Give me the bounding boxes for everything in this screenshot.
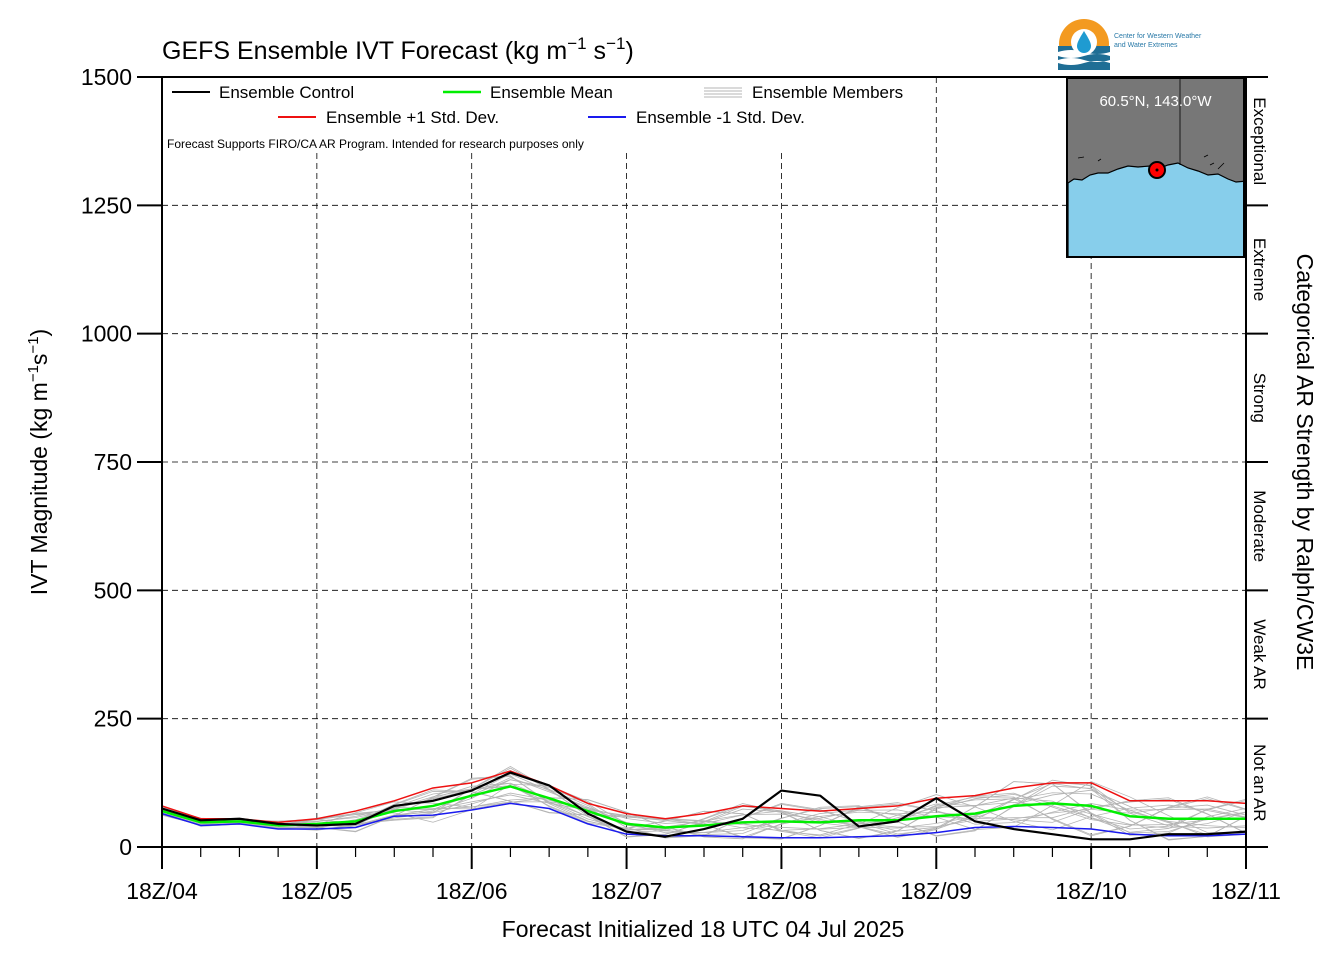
series-line-ensemble-1-std-dev- <box>161 770 1247 824</box>
grid-lines <box>162 77 1246 847</box>
series-lines <box>161 770 1247 841</box>
chart-title: GEFS Ensemble IVT Forecast (kg m−1 s−1) <box>162 34 634 65</box>
legend-label-plus-std: Ensemble +1 Std. Dev. <box>326 108 499 127</box>
x-tick-label: 18Z/07 <box>591 878 663 904</box>
legend-label-control: Ensemble Control <box>219 83 354 102</box>
inset-location-label: 60.5°N, 143.0°W <box>1099 93 1212 110</box>
y-tick-label: 750 <box>94 449 132 475</box>
y-tick-label: 1000 <box>81 321 132 347</box>
series-line-ensemble-mean <box>161 785 1246 829</box>
x-tick-label: 18Z/10 <box>1055 878 1127 904</box>
cw3e-logo-text: Center for Western Weather and Water Ext… <box>1114 32 1201 50</box>
chart-title-main: GEFS Ensemble IVT Forecast (kg m <box>162 37 567 65</box>
ensemble-member-line <box>161 782 1247 839</box>
ensemble-member-line <box>161 786 1247 840</box>
logo-line-2: and Water Extremes <box>1114 42 1178 49</box>
chart-title-end: ) <box>625 37 633 65</box>
x-tick-label: 18Z/09 <box>900 878 972 904</box>
legend-label-minus-std: Ensemble -1 Std. Dev. <box>636 108 805 127</box>
x-tick-label: 18Z/08 <box>746 878 818 904</box>
y-axis-label-sup1: −1 <box>25 365 42 382</box>
location-inset-map: 60.5°N, 143.0°W <box>1066 77 1245 258</box>
y-axis-label: IVT Magnitude (kg m−1s−1) <box>25 329 52 595</box>
y-tick-label: 0 <box>119 834 132 860</box>
legend-label-members: Ensemble Members <box>752 83 903 102</box>
x-axis-label: Forecast Initialized 18 UTC 04 Jul 2025 <box>502 916 905 942</box>
ar-category-label: Weak AR <box>1250 619 1269 690</box>
y-axis-label-main: IVT Magnitude (kg m <box>26 382 52 595</box>
logo-line-1: Center for Western Weather <box>1114 33 1202 40</box>
axes <box>137 76 1268 869</box>
ar-category-label: Exceptional <box>1250 97 1269 185</box>
ar-category-label: Not an AR <box>1250 744 1269 822</box>
ar-category-label: Extreme <box>1250 238 1269 301</box>
x-tick-label: 18Z/11 <box>1211 878 1281 904</box>
ensemble-member-line <box>161 797 1247 840</box>
legend-label-mean: Ensemble Mean <box>490 83 613 102</box>
chart-title-mid: s <box>587 37 606 65</box>
tick-labels: 0 250 500 750 1000 1250 1500 18Z/04 18Z/05 18Z/06… <box>81 64 1281 904</box>
cw3e-logo: Center for Western Weather and Water Ext… <box>1058 18 1248 74</box>
ar-category-label: Moderate <box>1250 490 1269 562</box>
ensemble-member-line <box>161 794 1247 836</box>
y-axis-label-sup2: −1 <box>25 336 42 353</box>
disclaimer-note: Forecast Supports FIRO/CA AR Program. In… <box>167 137 584 151</box>
y-tick-label: 1500 <box>81 64 132 90</box>
y-axis-label-end: ) <box>26 329 52 337</box>
x-tick-label: 18Z/04 <box>126 878 198 904</box>
y-tick-label: 500 <box>94 577 132 603</box>
cw3e-logo-icon <box>1058 19 1110 70</box>
y-tick-label: 1250 <box>81 192 132 218</box>
legend: Ensemble Control Ensemble Mean Ensemble … <box>172 83 903 127</box>
ar-category-label: Strong <box>1250 373 1269 423</box>
legend-swatch-members <box>704 87 742 98</box>
chart-title-sup1: −1 <box>567 34 586 53</box>
x-tick-label: 18Z/06 <box>436 878 508 904</box>
chart-title-sup2: −1 <box>606 34 625 53</box>
x-tick-label: 18Z/05 <box>281 878 353 904</box>
series-line-ensemble-control <box>161 771 1247 841</box>
series-line-ensemble-1-std-dev- <box>161 802 1247 839</box>
inset-map-graphic <box>1068 79 1243 256</box>
y-axis-label-mid: s <box>26 354 52 366</box>
y-tick-label: 250 <box>94 706 132 732</box>
right-axis-label: Categorical AR Strength by Ralph/CW3E <box>1292 254 1318 671</box>
